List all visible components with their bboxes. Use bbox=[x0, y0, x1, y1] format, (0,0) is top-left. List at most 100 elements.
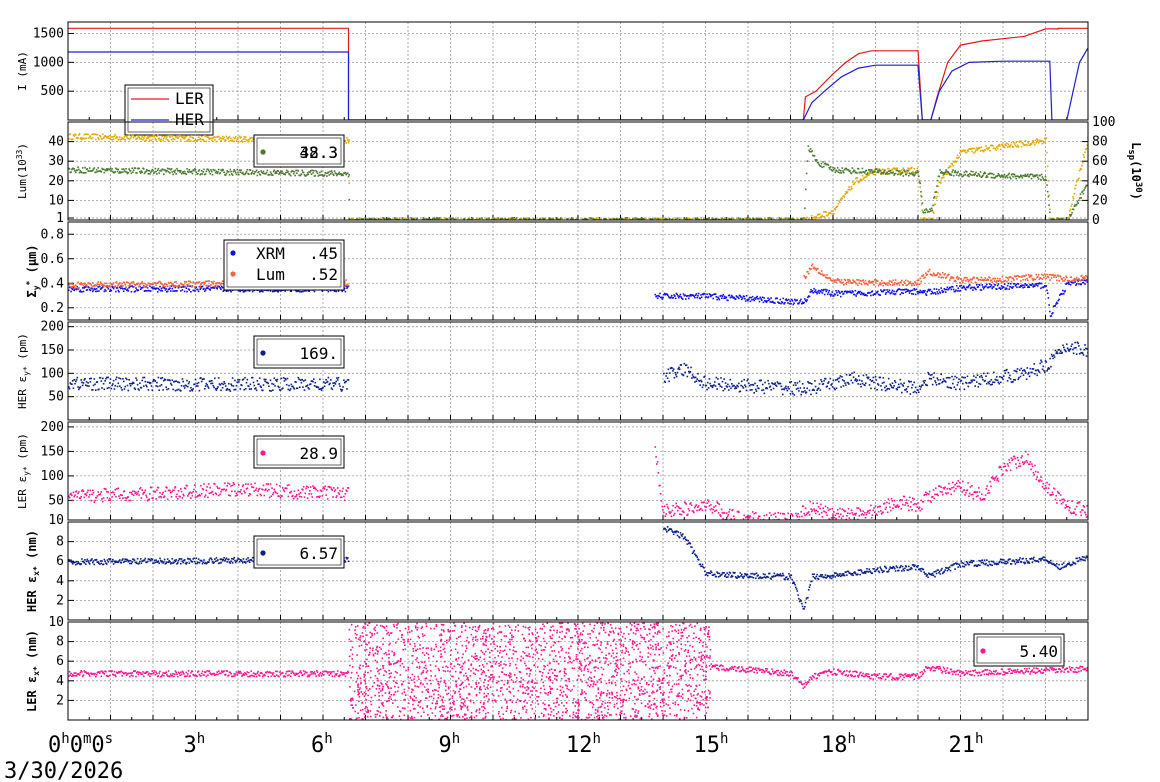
ytick-label: 20 bbox=[48, 174, 64, 189]
panel-frame bbox=[67, 521, 1089, 621]
xtick-label: 3h bbox=[184, 731, 206, 758]
legend-label: LER bbox=[175, 89, 204, 108]
panel-ler_ex: 2 4 6 8 10 LER εx* (nm) bbox=[25, 615, 1089, 721]
legend-value: 5.40 bbox=[1019, 642, 1058, 661]
y2tick-label: 40 bbox=[1092, 174, 1108, 189]
panel-frame bbox=[67, 421, 1089, 521]
panel-ler_ey: 10 50 100 150 200 LER εy* (pm) bbox=[16, 420, 1089, 528]
ytick-label: 10 bbox=[48, 193, 64, 208]
legend-label: XRM bbox=[256, 244, 285, 263]
series-points-s1 bbox=[68, 145, 1088, 220]
ytick-label: 2 bbox=[56, 693, 64, 708]
ytick-label: 10 bbox=[48, 615, 64, 630]
ytick-label: 0.6 bbox=[41, 252, 64, 267]
legend: 169. bbox=[253, 335, 345, 369]
legend-swatch bbox=[260, 550, 266, 556]
panel-lum: 1 10 20 30 40 0 20 40 60 80 100 Lsp(1030) Lum(1033) bbox=[15, 115, 1143, 228]
ytick-label: 150 bbox=[41, 343, 64, 358]
ytick-label: 10 bbox=[48, 513, 64, 528]
ytick-label: 1000 bbox=[33, 55, 64, 70]
legend: 6.57 bbox=[253, 535, 345, 569]
series-points-s0 bbox=[68, 446, 1088, 520]
legend-swatch bbox=[230, 271, 236, 277]
legend-label: HER bbox=[175, 110, 204, 129]
ytick-label: 500 bbox=[41, 84, 64, 99]
panel-her_ey: 50 100 150 200 HER εy* (pm) bbox=[16, 320, 1089, 421]
xaxis: 0h0m0s 3h 6h 9h 12h 15h 18h 21h 3/30/2026 bbox=[4, 731, 983, 782]
panel-frame bbox=[67, 121, 1089, 221]
ytick-label: 8 bbox=[56, 535, 64, 550]
xtick-label: 12h bbox=[566, 731, 601, 758]
y2tick-label: 0 bbox=[1092, 213, 1100, 228]
ytick-label: 0.4 bbox=[41, 276, 65, 291]
legend-value: .52 bbox=[309, 265, 338, 284]
panel-sigma: 0.2 0.4 0.6 0.8Σy* (μm) bbox=[25, 221, 1089, 321]
xtick-label: 21h bbox=[949, 731, 984, 758]
ytick-label: 6 bbox=[56, 654, 64, 669]
legend-swatch bbox=[260, 149, 266, 155]
yaxis-label: HER εx* (nm) bbox=[25, 530, 41, 612]
panel-frame bbox=[67, 221, 1089, 321]
yaxis-label: LER εy* (pm) bbox=[16, 433, 31, 509]
ytick-label: 4 bbox=[56, 574, 64, 589]
xtick-label: 15h bbox=[694, 731, 729, 758]
legend-swatch bbox=[260, 450, 266, 456]
ytick-label: 200 bbox=[41, 420, 64, 435]
legend-value: 6.57 bbox=[299, 544, 338, 563]
legend-value: 32.3 bbox=[299, 143, 338, 162]
ytick-label: 200 bbox=[41, 320, 64, 335]
panel-frame bbox=[67, 321, 1089, 421]
y2tick-label: 60 bbox=[1092, 154, 1108, 169]
legend-value: 169. bbox=[299, 344, 338, 363]
legend-value: 28.9 bbox=[299, 444, 338, 463]
y2tick-label: 80 bbox=[1092, 135, 1108, 150]
series-line-HER bbox=[68, 47, 1088, 120]
yaxis-label: LER εx* (nm) bbox=[25, 630, 41, 712]
panel-frame bbox=[67, 21, 1089, 121]
panel-frame bbox=[67, 621, 1089, 721]
ytick-label: 50 bbox=[48, 390, 64, 405]
legend: 32.348.3 bbox=[253, 134, 345, 168]
xtick-label: 18h bbox=[821, 731, 856, 758]
series-points-s0 bbox=[68, 622, 1088, 720]
panel-her_ex: 2 4 6 8 HER εx* (nm) bbox=[25, 521, 1089, 621]
legend: LER HER bbox=[124, 84, 214, 136]
y2axis-label: Lsp(1030) bbox=[1126, 142, 1143, 200]
ytick-label: 30 bbox=[48, 154, 64, 169]
xtick-label: 0h0m0s bbox=[48, 731, 113, 758]
yaxis-label: HER εy* (pm) bbox=[16, 333, 31, 409]
series-points-s0 bbox=[68, 526, 1088, 610]
ytick-label: 2 bbox=[56, 593, 64, 608]
ytick-label: 50 bbox=[48, 493, 64, 508]
y2tick-label: 20 bbox=[1092, 193, 1108, 208]
legend-swatch bbox=[980, 648, 986, 654]
legend-swatch bbox=[230, 250, 236, 256]
ytick-label: 100 bbox=[41, 366, 64, 381]
legend: 5.40 bbox=[973, 633, 1065, 667]
y2tick-label: 100 bbox=[1092, 115, 1115, 130]
yaxis-label: I (mA) bbox=[16, 51, 29, 91]
ytick-label: 1 bbox=[56, 211, 64, 226]
legend-value: .45 bbox=[309, 244, 338, 263]
yaxis-label: Lum(1033) bbox=[15, 143, 29, 199]
ytick-label: 6 bbox=[56, 554, 64, 569]
legend-value: 48.3 bbox=[299, 143, 338, 162]
ytick-label: 0.8 bbox=[41, 227, 64, 242]
legend-swatch bbox=[260, 350, 266, 356]
ytick-label: 40 bbox=[48, 135, 64, 150]
xtick-label: 9h bbox=[439, 731, 461, 758]
ytick-label: 100 bbox=[41, 469, 64, 484]
panel-current: 500 1000 1500 I (mA) bbox=[16, 21, 1089, 121]
ytick-label: 0.2 bbox=[41, 301, 64, 316]
xtick-label: 6h bbox=[311, 731, 333, 758]
legend: XRM .45 Lum .52 bbox=[223, 239, 345, 291]
series-points-s0 bbox=[68, 341, 1088, 396]
ytick-label: 150 bbox=[41, 444, 64, 459]
legend-label: Lum bbox=[256, 265, 285, 284]
ytick-label: 8 bbox=[56, 635, 64, 650]
yaxis-label: Σy* (μm) bbox=[25, 244, 41, 297]
ytick-label: 1500 bbox=[33, 27, 64, 42]
ytick-label: 4 bbox=[56, 674, 64, 689]
legend: 28.9 bbox=[253, 435, 345, 469]
